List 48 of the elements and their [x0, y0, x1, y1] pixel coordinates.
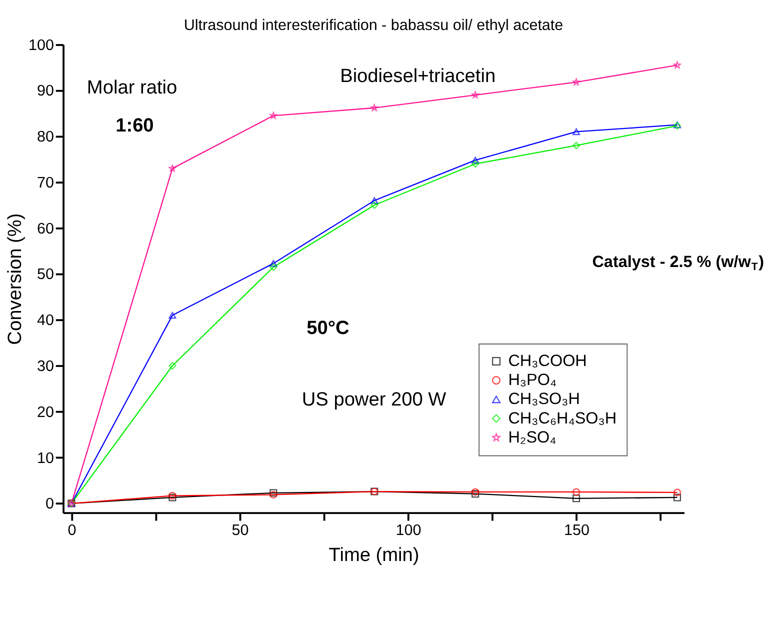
chart-title: Ultrasound interesterification - babassu oil/ ethyl acetate	[184, 17, 564, 34]
y-tick-label: 100	[28, 36, 54, 54]
point	[673, 488, 682, 496]
annotation: 1:60	[116, 115, 154, 136]
legend-label: CH₃SO₃H	[508, 390, 580, 408]
x-axis-title: Time (min)	[328, 544, 420, 566]
point	[674, 61, 681, 68]
point	[270, 260, 278, 267]
point	[472, 91, 479, 98]
point	[270, 263, 278, 271]
y-tick-label: 30	[36, 358, 54, 376]
point	[572, 488, 580, 496]
y-tick-label: 60	[36, 220, 54, 238]
point	[370, 201, 378, 209]
point	[370, 104, 378, 112]
point	[673, 494, 682, 502]
point	[572, 142, 580, 150]
x-tick-label: 0	[68, 522, 76, 540]
point	[270, 112, 278, 119]
annotation: Molar ratio	[86, 77, 178, 98]
y-tick-label: 20	[36, 404, 54, 421]
y-tick-label: 0	[45, 496, 54, 513]
annotation: US power 200 W	[302, 390, 446, 411]
y-tick-label: 10	[36, 450, 54, 467]
y-tick-label: 40	[36, 312, 54, 330]
y-tick-label: 90	[36, 82, 54, 100]
point	[370, 197, 378, 204]
point	[168, 164, 176, 172]
y-tick-label: 70	[36, 174, 54, 192]
y-axis-title: Conversion (%)	[4, 213, 26, 345]
point	[168, 362, 176, 370]
legend-label: CH₃COOH	[508, 352, 587, 370]
y-tick-label: 80	[36, 128, 54, 146]
point	[168, 312, 176, 319]
legend-label: CH₃C₆H₄SO₃H	[508, 409, 617, 428]
annotation: Biodiesel+triacetin	[340, 66, 496, 87]
legend-label: H₃PO₄	[508, 371, 557, 390]
x-tick-label: 150	[564, 522, 590, 540]
point	[572, 78, 580, 86]
point	[472, 160, 480, 168]
legend-label: H₂SO₄	[508, 428, 556, 446]
point	[572, 494, 580, 502]
x-tick-label: 50	[232, 522, 249, 540]
point	[472, 156, 480, 164]
annotation: 50°C	[306, 318, 350, 339]
point	[572, 128, 580, 136]
x-tick-label: 100	[396, 522, 422, 540]
y-tick-label: 50	[36, 266, 54, 284]
